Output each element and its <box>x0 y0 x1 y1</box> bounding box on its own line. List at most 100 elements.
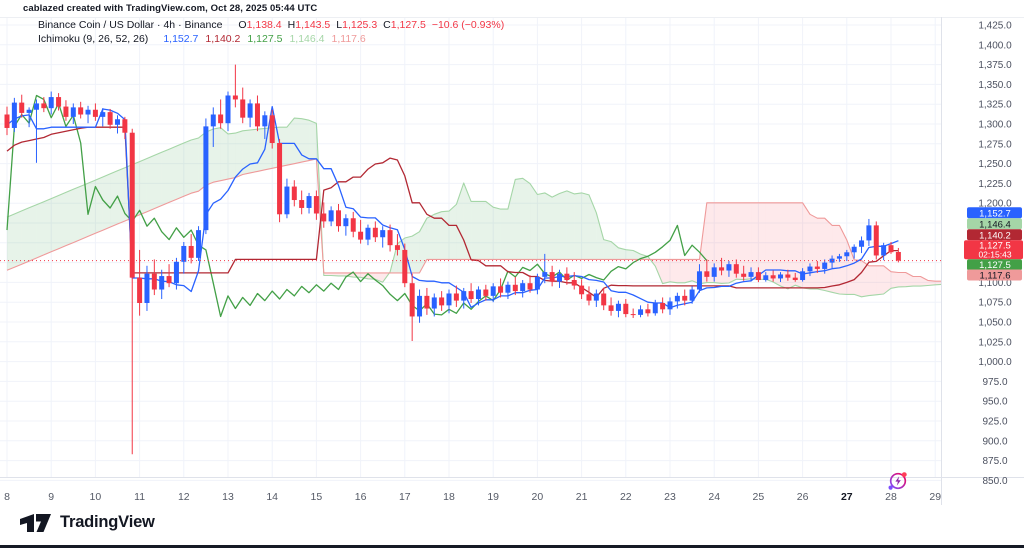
time-tick-label: 21 <box>576 491 588 503</box>
candle <box>453 285 459 307</box>
indicator-value-conversion-line: 1,152.7 <box>163 32 199 45</box>
candle <box>468 283 474 303</box>
candle <box>652 299 658 316</box>
svg-text:1,152.7: 1,152.7 <box>979 208 1011 219</box>
price-tick-label: 1,225.0 <box>978 179 1012 190</box>
candle <box>350 211 356 238</box>
price-tick-label: 1,350.0 <box>978 80 1012 91</box>
candle <box>542 253 548 284</box>
candle <box>733 259 739 278</box>
candles[interactable] <box>4 64 901 455</box>
lagging-tag: 1,127.5 <box>967 259 1022 271</box>
candle <box>4 106 10 136</box>
candle <box>151 259 157 296</box>
candle <box>115 115 121 134</box>
candle <box>593 289 599 307</box>
candle <box>417 289 423 323</box>
candle <box>100 108 106 127</box>
candle <box>402 243 408 288</box>
price-tick-label: 1,300.0 <box>978 120 1012 131</box>
price-tick-label: 1,075.0 <box>978 298 1012 309</box>
svg-text:1,127.5: 1,127.5 <box>979 240 1011 251</box>
candle <box>56 93 62 111</box>
candle <box>785 269 791 281</box>
last-price-tag: 1,127.502:15:43 <box>964 240 1023 260</box>
time-tick-label: 17 <box>399 491 411 503</box>
price-tick-label: 1,275.0 <box>978 139 1012 150</box>
candle <box>63 100 69 121</box>
candle <box>638 305 644 318</box>
time-tick-label: 10 <box>90 491 102 503</box>
price-tick-label: 1,100.0 <box>978 278 1012 289</box>
candle <box>630 308 636 318</box>
symbol-title[interactable]: Binance Coin / US Dollar · 4h · Binance <box>38 19 223 31</box>
candle <box>601 287 607 311</box>
price-tick-label: 1,025.0 <box>978 337 1012 348</box>
candle <box>232 64 238 108</box>
candle <box>291 180 297 207</box>
indicator-title[interactable]: Ichimoku (9, 26, 52, 26) <box>38 32 149 45</box>
candle <box>343 214 349 236</box>
candle <box>92 103 98 121</box>
candle <box>254 95 260 132</box>
candle <box>792 272 798 282</box>
candle <box>836 253 842 262</box>
candle <box>866 218 872 246</box>
tradingview-logo[interactable]: TradingView <box>20 511 155 533</box>
candle <box>498 278 504 298</box>
time-tick-label: 27 <box>841 491 853 503</box>
svg-text:1,117.6: 1,117.6 <box>980 271 1011 282</box>
candle <box>645 303 651 317</box>
time-tick-label: 22 <box>620 491 632 503</box>
time-axis[interactable]: 8 9 10 11 12 13 14 15 16 17 18 19 20 21 22 23 24 25 26 27 28… <box>4 491 941 503</box>
time-tick-label: 23 <box>664 491 676 503</box>
svg-text:1,140.2: 1,140.2 <box>979 230 1011 241</box>
tradingview-logo-mark <box>20 514 51 532</box>
candle <box>851 244 857 259</box>
candle <box>512 276 518 296</box>
candle <box>711 263 717 282</box>
candle <box>696 264 702 293</box>
candle <box>225 91 231 132</box>
candle <box>107 108 113 129</box>
boost-flash-icon[interactable] <box>886 469 910 493</box>
leading-a-tag: 1,146.4 <box>967 218 1022 230</box>
candle <box>822 259 828 274</box>
candle <box>365 224 371 246</box>
candle <box>33 99 39 163</box>
chart-legend: Binance Coin / US Dollar · 4h · Binance O… <box>38 19 504 46</box>
time-tick-label: 28 <box>885 491 897 503</box>
ohlc-values: O1,138.4 H1,143.5 L1,125.3 C1,127.5 <box>232 19 425 31</box>
candle <box>446 289 452 314</box>
candle <box>299 190 305 215</box>
candle <box>26 107 32 128</box>
candle <box>137 249 143 316</box>
candle <box>475 286 481 306</box>
time-tick-label: 19 <box>487 491 499 503</box>
candle <box>284 178 290 219</box>
ohlc-label: C <box>383 19 391 31</box>
candle <box>549 265 555 287</box>
candle <box>557 269 563 288</box>
candle <box>579 279 585 300</box>
price-tick-label: 1,425.0 <box>978 21 1012 32</box>
candle <box>166 264 172 288</box>
time-tick-label: 11 <box>134 491 145 503</box>
candle <box>674 292 680 309</box>
candle <box>336 203 342 232</box>
bottom-edge-strip <box>0 545 1024 548</box>
candle <box>778 272 784 283</box>
price-tick-label: 875.0 <box>982 456 1007 467</box>
indicator-value-lagging-span: 1,127.5 <box>247 32 283 45</box>
candle <box>461 287 467 309</box>
bottom-bar <box>0 505 1024 545</box>
candle <box>372 221 378 243</box>
candle <box>218 99 224 129</box>
candle <box>814 261 820 273</box>
time-tick-label: 25 <box>753 491 765 503</box>
time-tick-label: 20 <box>532 491 544 503</box>
candle <box>586 286 592 306</box>
tradingview-logo-text: TradingView <box>60 512 155 531</box>
